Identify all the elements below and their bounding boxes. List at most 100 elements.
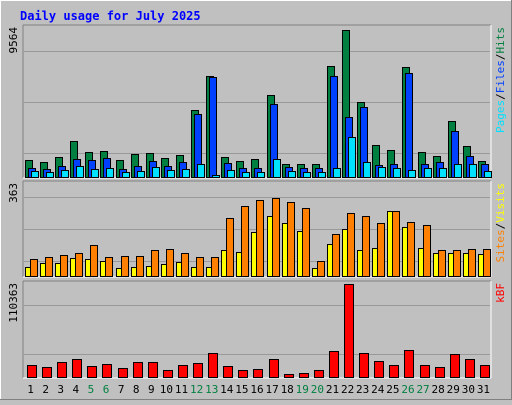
bar-pages-day-17: [273, 159, 281, 178]
bar-kbytes-day-11: [178, 365, 188, 378]
x-tick-label-day-8: 8: [133, 383, 140, 396]
bar-sites-day-3: [60, 255, 68, 277]
bar-sites-day-1: [30, 259, 38, 277]
legend-kbytes: kBF: [494, 283, 507, 303]
bar-pages-day-22: [348, 137, 356, 178]
bar-pages-day-19: [303, 172, 311, 178]
bar-kbytes-day-23: [359, 353, 369, 378]
bar-sites-day-12: [196, 257, 204, 277]
bar-pages-day-27: [424, 168, 432, 178]
bar-sites-day-10: [166, 249, 174, 277]
x-tick-label-day-5: 5: [88, 383, 95, 396]
bar-kbytes-day-4: [72, 359, 82, 378]
bar-pages-day-23: [363, 162, 371, 178]
bar-kbytes-day-19: [299, 373, 309, 378]
bar-pages-day-5: [91, 169, 99, 178]
bar-kbytes-day-26: [404, 350, 414, 378]
bar-pages-day-12: [197, 164, 205, 178]
bar-kbytes-day-17: [269, 359, 279, 378]
bar-kbytes-day-21: [329, 351, 339, 378]
bar-kbytes-day-9: [148, 362, 158, 378]
bar-pages-day-31: [484, 171, 492, 178]
x-tick-label-day-14: 14: [220, 383, 234, 396]
bar-kbytes-day-24: [374, 361, 384, 378]
x-tick-label-day-16: 16: [250, 383, 263, 396]
x-tick-label-day-22: 22: [341, 383, 354, 396]
panel-3-background: [23, 281, 491, 378]
legend-sites-visits-part: Sites: [494, 229, 507, 262]
legend-sites-visits-part: /: [494, 223, 507, 230]
bar-sites-day-20: [317, 261, 325, 277]
bar-sites-day-25: [392, 211, 400, 277]
x-tick-label-day-19: 19: [296, 383, 309, 396]
x-tick-label-day-31: 31: [477, 383, 490, 396]
bar-kbytes-day-18: [284, 374, 294, 378]
bar-pages-day-30: [469, 164, 477, 178]
bar-kbytes-day-20: [314, 370, 324, 378]
bar-kbytes-day-1: [27, 365, 37, 378]
bar-sites-day-13: [211, 257, 219, 277]
bar-pages-day-18: [288, 171, 296, 178]
bar-sites-day-5: [90, 245, 98, 277]
bar-pages-day-24: [378, 167, 386, 178]
bar-kbytes-day-25: [389, 365, 399, 378]
bar-files-day-13: [209, 77, 217, 178]
bar-files-day-21: [330, 76, 338, 178]
bar-kbytes-day-31: [480, 365, 490, 378]
bar-sites-day-23: [362, 216, 370, 277]
x-tick-label-day-20: 20: [311, 383, 324, 396]
bar-pages-day-1: [31, 171, 39, 178]
bar-pages-day-6: [106, 168, 114, 178]
x-tick-label-day-4: 4: [73, 383, 80, 396]
bar-pages-day-28: [439, 168, 447, 178]
bar-kbytes-day-16: [253, 369, 263, 378]
bar-kbytes-day-15: [238, 370, 248, 378]
legend-kbytes-part: kB: [494, 289, 507, 303]
x-tick-label-day-12: 12: [190, 383, 203, 396]
x-tick-label-day-17: 17: [265, 383, 278, 396]
x-tick-label-day-18: 18: [281, 383, 294, 396]
bar-pages-day-25: [393, 168, 401, 178]
bar-sites-day-21: [332, 234, 340, 277]
bar-sites-day-19: [302, 208, 310, 277]
bar-kbytes-day-12: [193, 363, 203, 378]
x-tick-label-day-28: 28: [432, 383, 445, 396]
bar-sites-day-6: [105, 257, 113, 277]
legend-pages-files-hits-part: Files: [494, 60, 507, 93]
bar-sites-day-15: [241, 206, 249, 277]
bar-sites-day-4: [75, 253, 83, 277]
x-tick-label-day-21: 21: [326, 383, 339, 396]
bar-sites-day-27: [423, 225, 431, 277]
legend-pages-files-hits-part: Hits: [494, 27, 507, 54]
x-tick-label-day-27: 27: [416, 383, 429, 396]
x-tick-label-day-11: 11: [175, 383, 188, 396]
bar-pages-day-15: [242, 172, 250, 178]
x-tick-label-day-29: 29: [447, 383, 460, 396]
legend-pages-files-hits-part: Pages: [494, 100, 507, 133]
x-tick-label-day-3: 3: [57, 383, 64, 396]
y-max-label-kbytes: 110363: [7, 283, 20, 323]
x-tick-label-day-7: 7: [118, 383, 125, 396]
bar-pages-day-8: [137, 171, 145, 178]
bar-pages-day-2: [46, 172, 54, 178]
bar-pages-day-3: [61, 170, 69, 178]
bar-kbytes-day-2: [42, 367, 52, 378]
bar-kbytes-day-13: [208, 353, 218, 378]
bar-sites-day-2: [45, 257, 53, 277]
bar-pages-day-21: [333, 168, 341, 178]
x-tick-label-day-10: 10: [160, 383, 173, 396]
bar-kbytes-day-29: [450, 354, 460, 378]
legend-pages-files-hits-part: /: [494, 54, 507, 61]
bar-kbytes-day-7: [118, 368, 128, 378]
bar-sites-day-31: [483, 249, 491, 277]
bar-sites-day-7: [121, 256, 129, 277]
chart-title: Daily usage for July 2025: [20, 9, 201, 23]
bar-kbytes-day-14: [223, 366, 233, 378]
bar-files-day-26: [405, 73, 413, 178]
legend-kbytes-part: F: [494, 283, 507, 290]
bar-pages-day-13: [212, 175, 220, 178]
bar-pages-day-7: [122, 172, 130, 178]
bar-sites-day-11: [181, 253, 189, 277]
